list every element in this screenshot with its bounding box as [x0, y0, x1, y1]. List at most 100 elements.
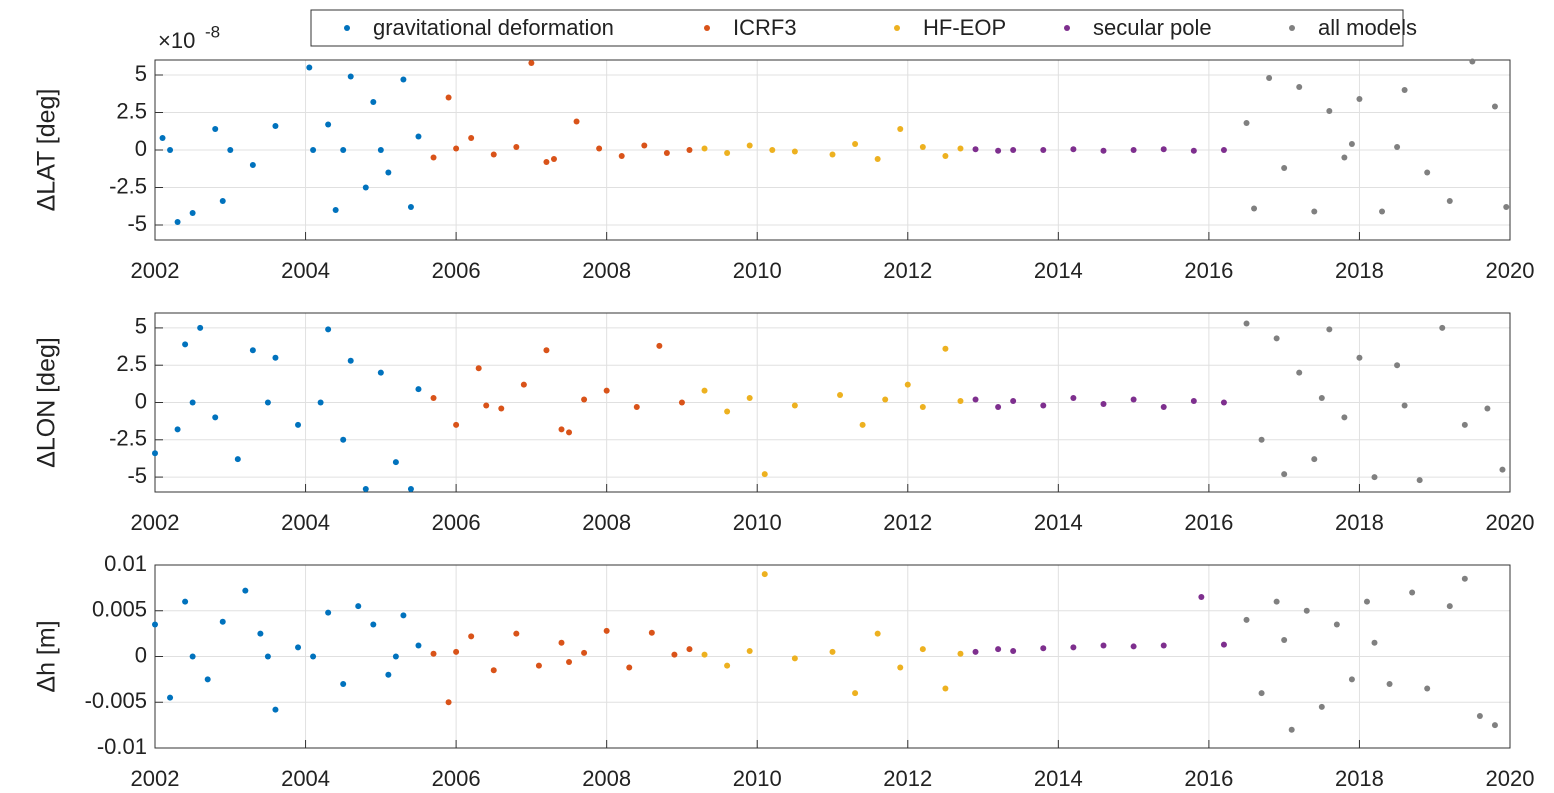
point: [1341, 154, 1348, 161]
point: [182, 341, 189, 348]
point: [942, 345, 949, 352]
point: [249, 162, 256, 168]
point: [550, 156, 557, 162]
legend-marker: [1289, 25, 1295, 31]
y-tick-label: 2.5: [116, 98, 147, 123]
point: [264, 399, 271, 406]
point: [242, 587, 249, 594]
point: [1258, 436, 1265, 443]
point: [445, 94, 452, 101]
point: [197, 324, 204, 331]
point: [468, 135, 475, 141]
x-tick-label: 2012: [883, 766, 932, 791]
point: [942, 685, 949, 692]
point: [663, 150, 670, 156]
point: [272, 123, 279, 129]
point: [626, 664, 633, 671]
point: [761, 571, 768, 578]
point: [257, 630, 264, 637]
point: [1100, 147, 1107, 154]
point: [528, 60, 535, 66]
point: [325, 121, 332, 128]
point: [513, 630, 520, 637]
point: [182, 598, 189, 605]
legend-marker: [344, 25, 350, 31]
point: [1288, 726, 1295, 733]
axes-frame: [154, 564, 1511, 749]
point: [1356, 354, 1363, 361]
point: [919, 144, 926, 150]
point: [362, 486, 369, 493]
y-tick-label: -2.5: [109, 426, 147, 451]
point: [769, 147, 776, 153]
point: [581, 396, 588, 403]
point: [1130, 147, 1137, 153]
point: [249, 347, 256, 354]
axes-frame: [154, 312, 1511, 493]
point: [1439, 324, 1446, 331]
point: [1386, 680, 1393, 687]
point: [1333, 621, 1340, 628]
point: [1348, 141, 1355, 147]
axes-frame: [154, 59, 1511, 241]
point: [1160, 403, 1167, 410]
point: [1273, 598, 1280, 605]
legend-label: gravitational deformation: [373, 15, 614, 40]
point: [573, 118, 580, 125]
y-tick-label: 0: [135, 136, 147, 161]
point: [1243, 120, 1250, 126]
point: [400, 612, 407, 619]
point: [415, 386, 422, 393]
point: [1220, 147, 1227, 153]
point: [603, 387, 610, 394]
point: [189, 653, 196, 660]
point: [1491, 103, 1498, 110]
point: [1318, 703, 1325, 710]
point: [347, 73, 354, 80]
x-tick-label: 2020: [1486, 766, 1535, 791]
point: [1409, 589, 1416, 596]
y-tick-label: 2.5: [116, 351, 147, 376]
point: [972, 648, 979, 655]
point: [377, 147, 384, 153]
point: [701, 651, 708, 658]
point: [1401, 87, 1408, 93]
point: [355, 603, 362, 610]
point: [1160, 146, 1167, 153]
point: [152, 621, 158, 628]
point: [392, 459, 399, 466]
x-tick-label: 2002: [131, 510, 180, 535]
point: [1130, 396, 1137, 403]
point: [152, 450, 158, 457]
point: [641, 142, 648, 149]
point: [1416, 477, 1423, 484]
point: [392, 653, 399, 660]
point: [430, 154, 437, 161]
point: [227, 147, 234, 153]
point: [724, 662, 731, 669]
point: [174, 219, 181, 225]
point: [1503, 204, 1510, 210]
y-axis-label: Δh [m]: [33, 620, 61, 692]
y-tick-label: -5: [127, 211, 147, 236]
point: [453, 145, 460, 152]
point: [686, 147, 693, 153]
point: [325, 326, 332, 333]
point: [1356, 96, 1363, 102]
point: [1296, 369, 1303, 376]
point: [189, 399, 196, 406]
point: [362, 184, 369, 191]
point: [882, 396, 889, 403]
point: [874, 156, 881, 162]
x-tick-label: 2016: [1184, 510, 1233, 535]
point: [1341, 414, 1348, 421]
point: [407, 204, 414, 210]
point: [377, 369, 384, 376]
point: [746, 648, 753, 655]
point: [513, 144, 520, 150]
x-tick-label: 2004: [281, 766, 330, 791]
point: [1130, 643, 1137, 650]
point: [656, 342, 663, 349]
point: [724, 150, 731, 156]
point: [1010, 648, 1017, 655]
